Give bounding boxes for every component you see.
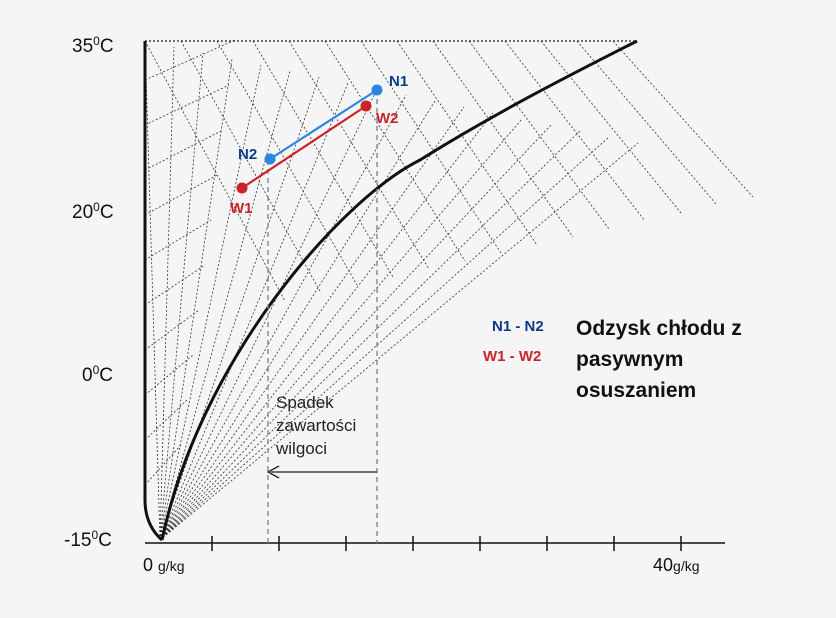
point-n2 — [264, 153, 276, 165]
grid-line-fan — [144, 40, 161, 541]
grid-line-fan — [159, 106, 465, 541]
grid-line-fan — [159, 130, 581, 541]
grid-line-diag — [216, 40, 358, 286]
grid-line-diag — [324, 40, 466, 262]
grid-line-left — [144, 39, 236, 81]
grid-line-fan — [159, 100, 436, 541]
process-line-n — [269, 89, 378, 160]
legend-title-line-2: pasywnym — [576, 348, 683, 371]
grid-line-fan — [159, 58, 233, 541]
y-label-minus15: -150C — [64, 528, 112, 551]
grid-line-fan — [159, 70, 291, 541]
grid-line-diag — [504, 40, 646, 222]
grid-line-diag — [468, 40, 610, 230]
point-n1 — [371, 84, 383, 96]
grid-line-fan — [159, 88, 378, 541]
y-label-35: 350C — [72, 34, 114, 57]
grid-line-fan — [159, 52, 204, 541]
grid-line-left — [144, 444, 182, 486]
legend-key-n: N1 - N2 — [492, 318, 544, 335]
grid-line-diag — [540, 40, 682, 214]
grid-line-left — [144, 219, 212, 261]
grid-line-left — [144, 309, 200, 351]
grid-line-diag — [360, 40, 502, 254]
legend-title-line-1: Odzysk chłodu z — [576, 317, 742, 340]
grid-line-left — [144, 399, 188, 441]
grid-line-left — [144, 129, 224, 171]
grid-line-diag — [432, 40, 574, 238]
left-axis-line — [143, 41, 164, 542]
legend-title-line-3: osuszaniem — [576, 379, 696, 402]
grid-line-fan — [159, 118, 523, 541]
grid-line-diag — [252, 40, 394, 278]
grid-line-diag — [396, 40, 538, 246]
label-w1: W1 — [230, 200, 253, 217]
annotation-line-3: wilgoci — [275, 439, 327, 458]
x-axis-ticks — [211, 536, 682, 551]
grid-line-fan — [159, 124, 552, 541]
saturation-curve — [160, 39, 638, 541]
grid-line-left — [144, 84, 230, 126]
arrow-head-icon — [266, 465, 280, 479]
process-line-w — [241, 105, 367, 189]
point-w2 — [360, 100, 372, 112]
legend-key-w: W1 - W2 — [483, 348, 541, 365]
grid-line-fan — [159, 112, 494, 541]
chart-grid — [144, 39, 754, 541]
x-label-40: 40g/kg — [653, 555, 700, 575]
x-label-0: 0 g/kg — [143, 555, 184, 575]
label-w2: W2 — [376, 110, 399, 127]
y-label-0: 00C — [82, 363, 113, 386]
grid-line-fan — [159, 94, 407, 541]
label-n1: N1 — [389, 73, 408, 90]
grid-line-left — [144, 354, 194, 396]
grid-line-diag — [180, 40, 322, 294]
grid-line-fan — [159, 142, 639, 541]
annotation-line-1: Spadek — [276, 393, 334, 412]
grid-line-left — [144, 174, 218, 216]
grid-line-fan — [159, 136, 610, 541]
grid-line-fan — [159, 76, 320, 541]
point-w1 — [236, 182, 248, 194]
grid-line-fan — [159, 64, 262, 541]
y-label-20: 200C — [72, 200, 114, 223]
grid-line-diag — [612, 40, 754, 198]
grid-line-left — [144, 264, 206, 306]
label-n2: N2 — [238, 146, 257, 163]
grid-line-diag — [288, 40, 430, 270]
grid-line-diag — [576, 40, 718, 206]
grid-line-diag — [144, 40, 286, 302]
annotation-line-2: zawartości — [276, 416, 356, 435]
